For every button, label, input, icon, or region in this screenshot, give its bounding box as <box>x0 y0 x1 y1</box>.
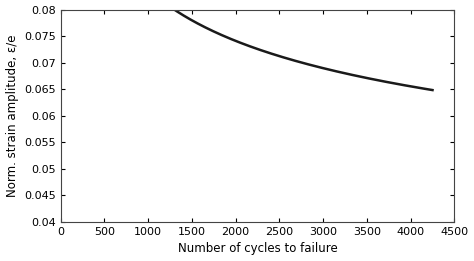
Y-axis label: Norm. strain amplitude, ε/e: Norm. strain amplitude, ε/e <box>6 34 18 197</box>
X-axis label: Number of cycles to failure: Number of cycles to failure <box>178 242 337 256</box>
